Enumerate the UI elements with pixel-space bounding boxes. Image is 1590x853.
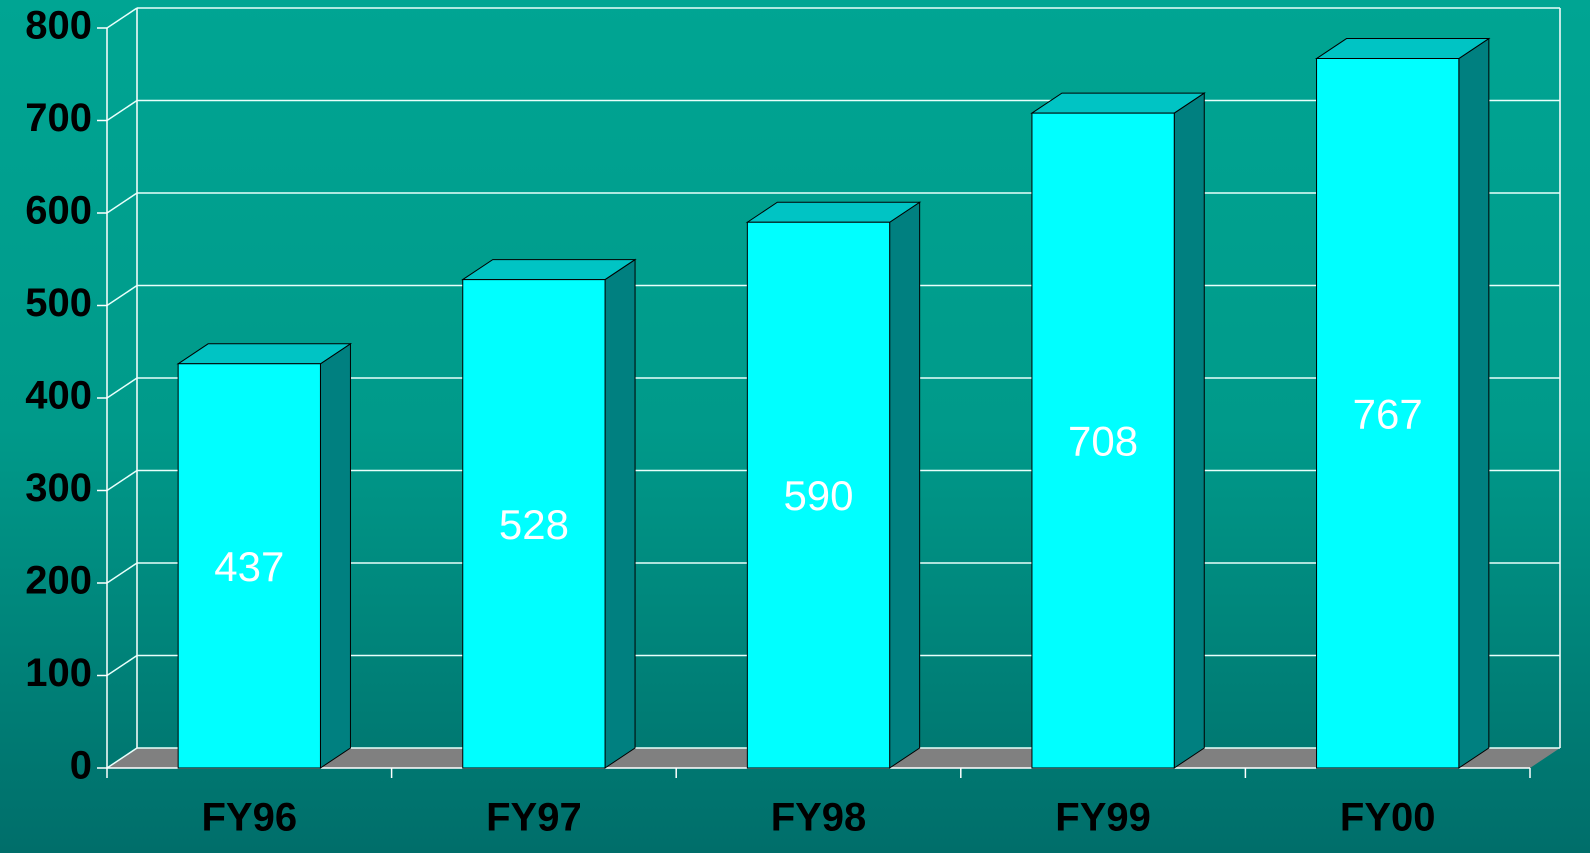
bar-face xyxy=(176,343,353,365)
bar-face xyxy=(1316,58,1460,769)
x-tick-label: FY00 xyxy=(1340,796,1436,840)
x-tick-label: FY98 xyxy=(771,796,867,840)
y-tick-label: 700 xyxy=(25,96,92,140)
grid-line-side xyxy=(106,747,138,769)
x-tick-label: FY97 xyxy=(486,796,582,840)
bar-face xyxy=(1314,38,1491,60)
y-tick-label: 100 xyxy=(25,651,92,695)
grid-line-side xyxy=(106,284,138,307)
bar xyxy=(176,342,353,769)
bar-face xyxy=(462,279,606,769)
grid-line-side xyxy=(106,192,138,214)
y-tick-label: 0 xyxy=(70,744,92,788)
value-label: 767 xyxy=(1353,390,1423,437)
bar-face xyxy=(1173,92,1205,769)
bar-face xyxy=(177,363,321,769)
y-tick-label: 500 xyxy=(25,281,92,325)
grid-line-side xyxy=(106,377,138,399)
grid-line-side xyxy=(106,562,138,584)
grid-line-side xyxy=(106,469,138,492)
grid-line-side xyxy=(106,99,138,122)
x-tick-label: FY99 xyxy=(1055,796,1151,840)
bar-face xyxy=(1031,112,1175,769)
bar-face xyxy=(319,342,351,769)
bar-face xyxy=(461,259,637,281)
bar-face xyxy=(745,201,922,223)
value-label: 437 xyxy=(214,543,284,590)
y-tick-label: 300 xyxy=(25,466,92,510)
value-label: 528 xyxy=(499,501,569,548)
grid-line-side xyxy=(106,7,138,29)
value-label: 708 xyxy=(1068,418,1138,465)
x-tick-label: FY96 xyxy=(201,796,297,840)
bar-face xyxy=(746,221,891,769)
bar-face xyxy=(889,201,921,769)
grid-line-side xyxy=(106,654,138,677)
bar-face xyxy=(604,258,636,769)
bar xyxy=(745,201,922,769)
y-tick-label: 800 xyxy=(25,4,92,48)
bar-face xyxy=(1030,92,1206,114)
bar xyxy=(461,258,637,769)
bar xyxy=(1314,37,1491,769)
bar xyxy=(1030,92,1206,769)
y-tick-label: 600 xyxy=(25,189,92,233)
bar-face xyxy=(1458,37,1490,769)
value-label: 590 xyxy=(783,472,853,519)
y-tick-label: 400 xyxy=(25,374,92,418)
y-tick-label: 200 xyxy=(25,559,92,603)
